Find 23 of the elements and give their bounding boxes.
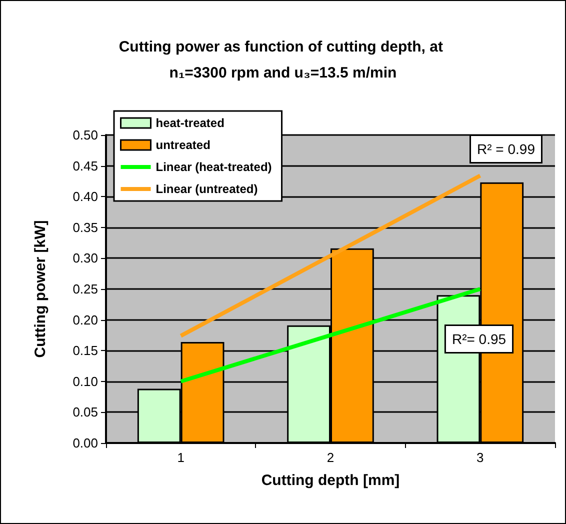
- x-axis-title: Cutting depth [mm]: [261, 472, 400, 489]
- y-tick-label: 0.15: [72, 343, 98, 358]
- legend-label: Linear (heat-treated): [156, 160, 272, 174]
- y-tick-label: 0.35: [72, 220, 98, 235]
- y-tick-label: 0.30: [72, 250, 98, 266]
- y-tick-label: 0.20: [72, 312, 98, 328]
- x-tick-label: 2: [326, 450, 334, 465]
- y-tick-label: 0.10: [72, 374, 98, 389]
- x-tick-label: 1: [177, 450, 184, 465]
- legend-label: Linear (untreated): [156, 182, 258, 196]
- y-tick-label: 0.25: [72, 282, 98, 296]
- y-tick-label: 0.00: [72, 436, 98, 450]
- legend-label: heat-treated: [156, 116, 224, 130]
- y-tick-label: 0.50: [72, 128, 98, 142]
- legend-label: untreated: [156, 138, 210, 152]
- x-tick-label: 3: [476, 450, 484, 465]
- y-tick-label: 0.05: [72, 404, 98, 420]
- annotation: R²= 0.95: [452, 331, 506, 347]
- chart-title: Cutting power as function of cutting depth, at n₁=3300 rpm and u₃=13.5 m/min: [118, 38, 448, 82]
- y-tick-label: 0.45: [72, 158, 98, 174]
- y-tick-label: 0.40: [72, 189, 98, 204]
- y-axis-title: Cutting power [kW]: [32, 220, 49, 358]
- annotation: R² = 0.99: [477, 141, 536, 157]
